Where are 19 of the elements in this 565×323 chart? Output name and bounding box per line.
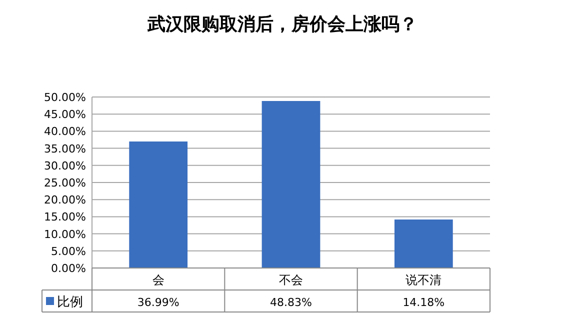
y-tick-label: 35.00%	[44, 142, 86, 156]
y-tick-label: 5.00%	[51, 244, 86, 258]
chart-title: 武汉限购取消后，房价会上涨吗？	[146, 14, 418, 35]
y-tick-label: 0.00%	[51, 262, 86, 275]
text: 36.99%	[137, 296, 180, 309]
x-tick-label: 会	[152, 273, 164, 287]
x-tick-label: 说不清	[406, 273, 442, 287]
y-tick-label: 45.00%	[44, 108, 86, 122]
y-tick-label: 50.00%	[44, 91, 86, 104]
legend-label: 比例	[57, 295, 83, 310]
y-tick-label: 20.00%	[44, 194, 86, 207]
y-tick-label: 30.00%	[44, 159, 86, 172]
text: 48.83%	[270, 296, 312, 309]
text: 14.18%	[402, 296, 445, 309]
x-tick-label: 不会	[279, 273, 303, 287]
y-tick-label: 10.00%	[44, 228, 86, 241]
y-tick-label: 15.00%	[44, 210, 86, 224]
y-tick-label: 25.00%	[44, 176, 86, 190]
y-tick-label: 40.00%	[44, 125, 86, 138]
